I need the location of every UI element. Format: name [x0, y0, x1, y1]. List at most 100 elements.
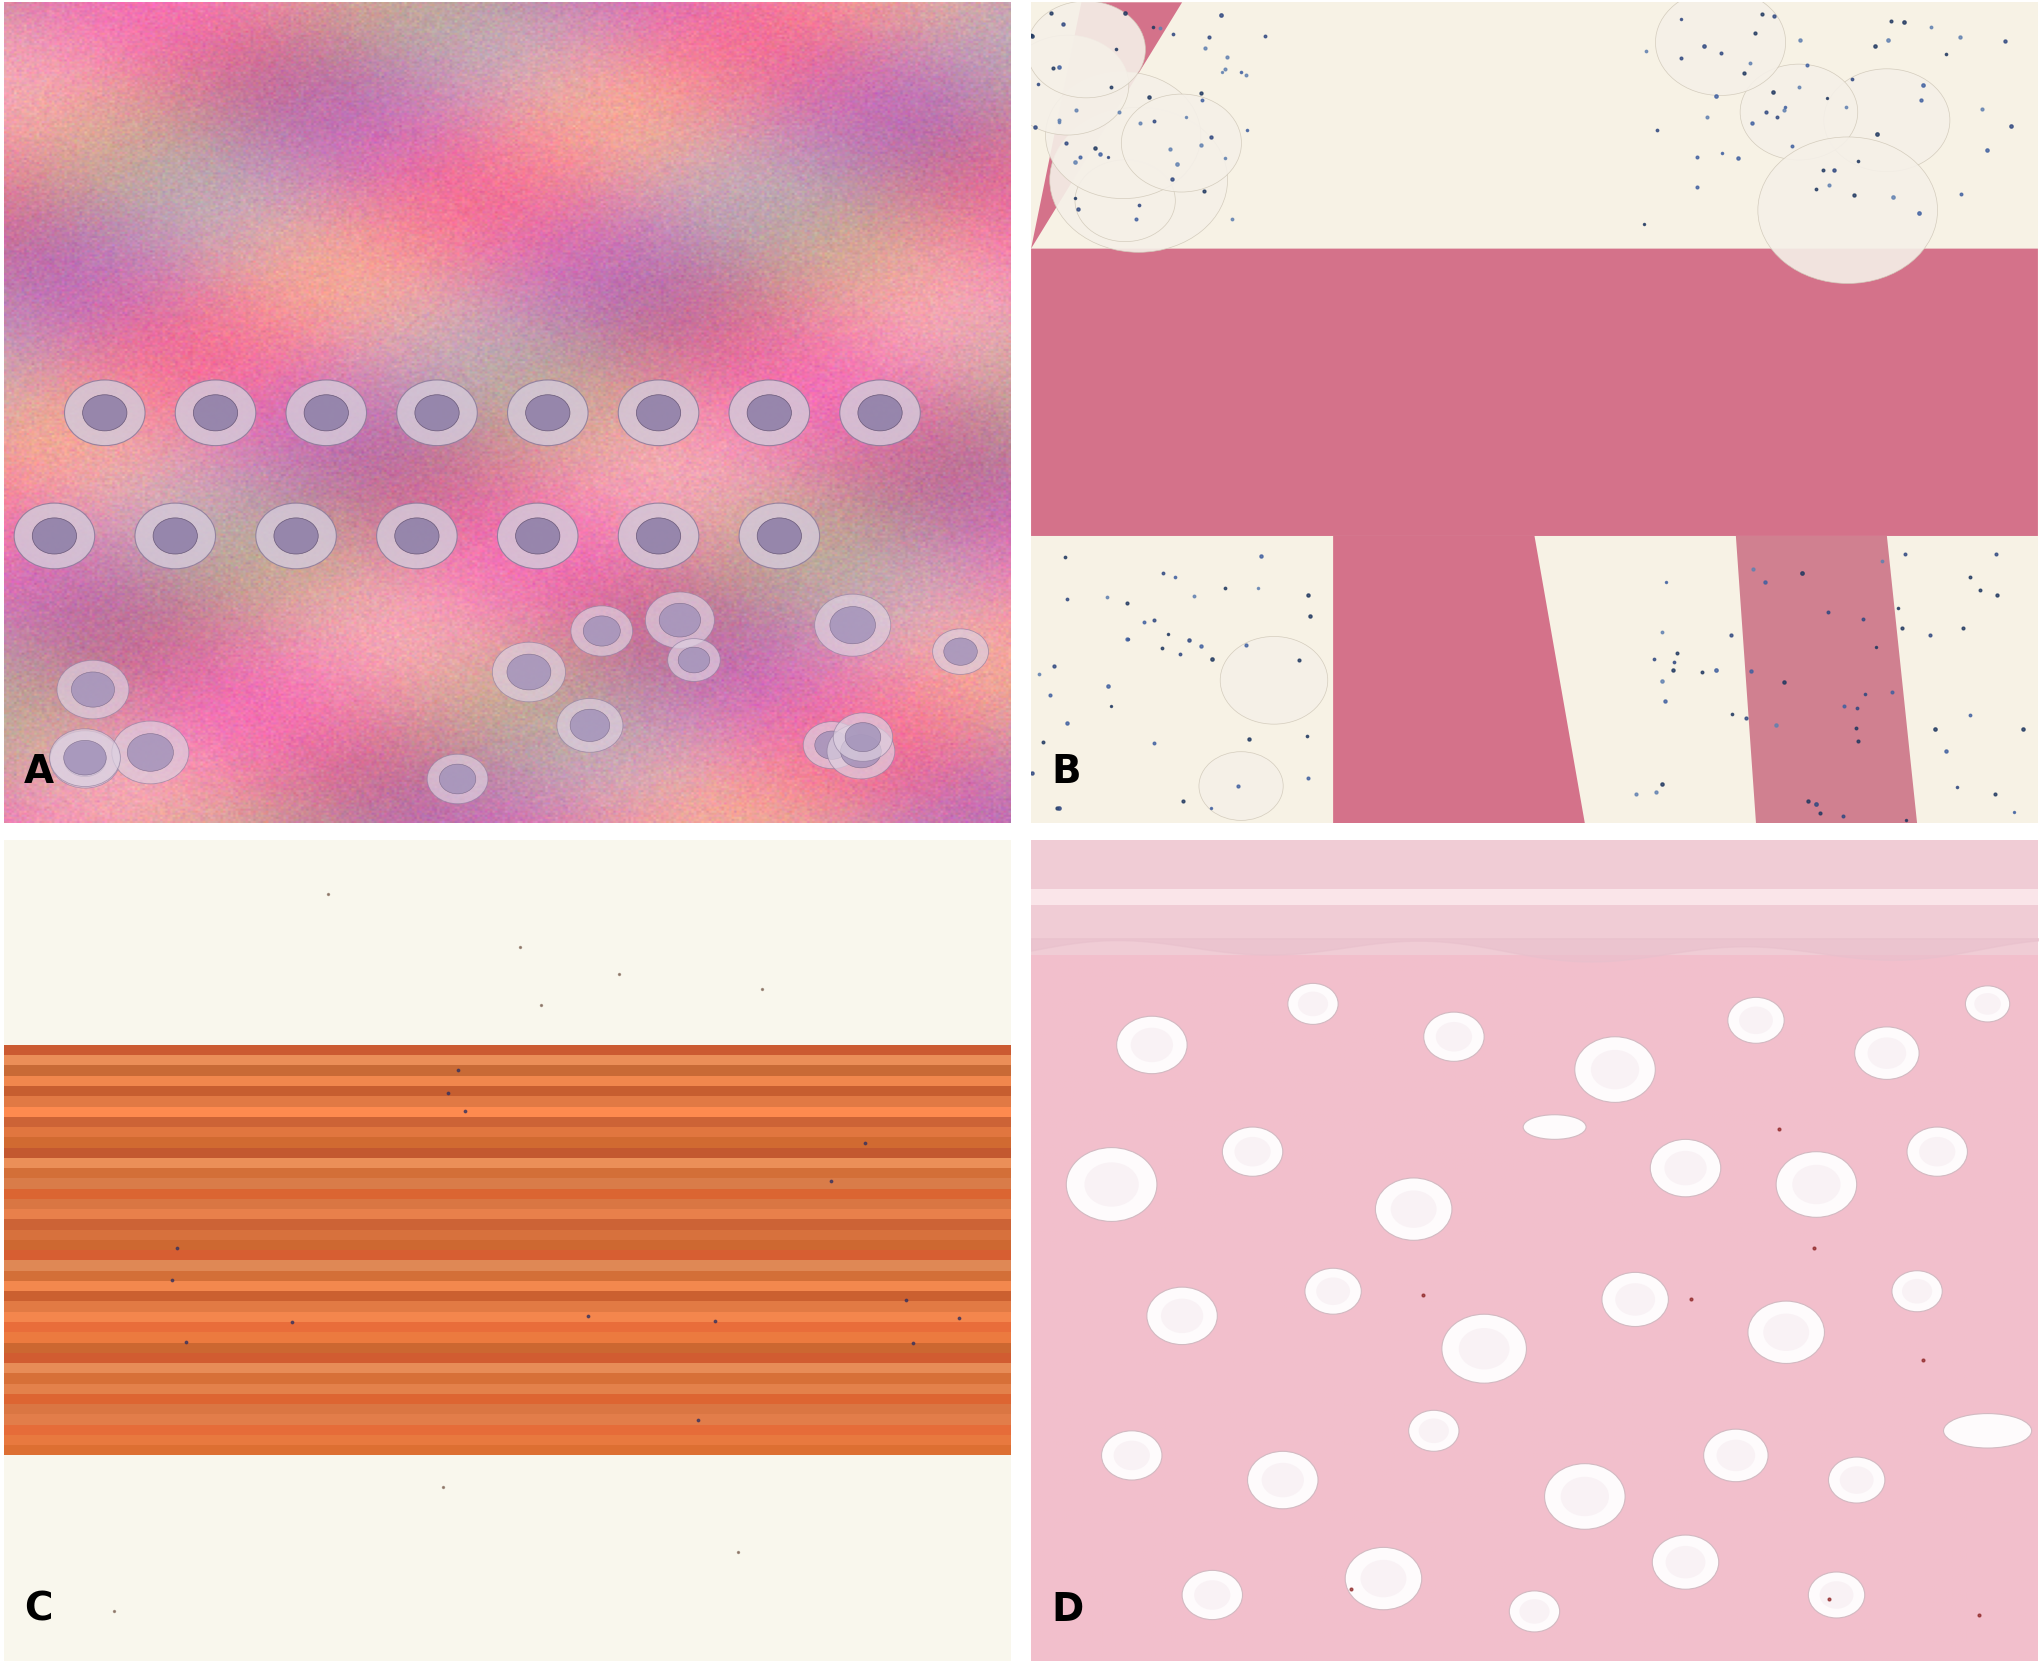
- Circle shape: [729, 381, 809, 446]
- Circle shape: [274, 519, 319, 554]
- Point: [1875, 679, 1907, 706]
- Circle shape: [1317, 1278, 1350, 1305]
- Point: [1640, 118, 1672, 145]
- Point: [1885, 616, 1917, 642]
- Circle shape: [1182, 1571, 1242, 1619]
- Circle shape: [1121, 95, 1242, 193]
- Point: [2007, 716, 2040, 742]
- Text: B: B: [1052, 754, 1080, 790]
- Point: [1052, 711, 1084, 737]
- Point: [1023, 661, 1056, 687]
- Circle shape: [255, 504, 337, 569]
- Point: [1172, 627, 1205, 654]
- Circle shape: [1762, 1315, 1809, 1351]
- Point: [1954, 564, 1987, 591]
- Point: [1195, 647, 1227, 674]
- Circle shape: [525, 396, 570, 431]
- Ellipse shape: [1944, 1414, 2032, 1448]
- Point: [1734, 52, 1766, 78]
- Point: [1762, 1117, 1795, 1143]
- Point: [159, 1235, 192, 1261]
- Bar: [4, 1240, 1011, 1250]
- Point: [1768, 95, 1801, 121]
- Point: [890, 1288, 923, 1315]
- Circle shape: [645, 592, 715, 649]
- Point: [1674, 1286, 1707, 1313]
- Circle shape: [439, 765, 476, 794]
- Point: [1807, 156, 1840, 183]
- Point: [1930, 42, 1962, 68]
- Circle shape: [557, 699, 623, 752]
- Circle shape: [1101, 1431, 1162, 1481]
- Point: [1940, 774, 1973, 800]
- Circle shape: [153, 519, 198, 554]
- Point: [1981, 541, 2013, 567]
- Circle shape: [1717, 1439, 1756, 1471]
- Circle shape: [127, 734, 174, 772]
- Point: [1184, 133, 1217, 160]
- Point: [1944, 25, 1977, 52]
- Point: [1640, 779, 1672, 805]
- Point: [1017, 23, 1050, 50]
- Circle shape: [33, 519, 78, 554]
- Circle shape: [65, 381, 145, 446]
- Circle shape: [194, 396, 237, 431]
- Point: [1064, 145, 1097, 171]
- Bar: [1031, 890, 2038, 905]
- Point: [1119, 206, 1152, 233]
- Circle shape: [1664, 1151, 1707, 1186]
- FancyBboxPatch shape: [1031, 250, 2038, 536]
- Bar: [4, 1363, 1011, 1373]
- Circle shape: [1084, 1163, 1139, 1206]
- Point: [1783, 75, 1815, 102]
- Point: [1058, 186, 1090, 213]
- Bar: [4, 1250, 1011, 1261]
- Point: [1803, 800, 1836, 827]
- Bar: [4, 1373, 1011, 1384]
- Point: [1930, 739, 1962, 765]
- Point: [1103, 100, 1135, 126]
- Point: [155, 1266, 188, 1293]
- Bar: [4, 1117, 1011, 1128]
- Point: [1137, 730, 1170, 757]
- Point: [1015, 760, 1048, 787]
- Point: [1842, 729, 1875, 755]
- Circle shape: [1007, 37, 1129, 136]
- Point: [1656, 657, 1689, 684]
- Point: [1687, 33, 1719, 60]
- Point: [1123, 191, 1156, 218]
- Bar: [4, 1394, 1011, 1404]
- Circle shape: [1299, 992, 1327, 1017]
- Point: [1658, 649, 1691, 676]
- Point: [427, 1474, 459, 1501]
- Point: [1842, 148, 1875, 175]
- Circle shape: [1221, 637, 1327, 726]
- Circle shape: [1854, 1027, 1919, 1080]
- Point: [1137, 108, 1170, 135]
- Point: [1768, 669, 1801, 696]
- Bar: [4, 1434, 1011, 1446]
- Circle shape: [619, 381, 698, 446]
- Circle shape: [739, 504, 819, 569]
- Circle shape: [1652, 1536, 1719, 1589]
- Point: [1248, 23, 1280, 50]
- Point: [1913, 15, 1946, 42]
- Point: [896, 1330, 929, 1356]
- Bar: [4, 1200, 1011, 1210]
- Circle shape: [1603, 1273, 1668, 1326]
- Circle shape: [492, 642, 566, 702]
- Bar: [4, 1128, 1011, 1138]
- Circle shape: [570, 711, 611, 742]
- Point: [312, 882, 345, 909]
- Point: [1768, 98, 1801, 125]
- Circle shape: [1391, 1191, 1438, 1228]
- Point: [1646, 669, 1679, 696]
- Point: [1231, 118, 1264, 145]
- Circle shape: [1235, 1137, 1270, 1166]
- Bar: [4, 1446, 1011, 1456]
- Bar: [4, 1148, 1011, 1158]
- Circle shape: [660, 604, 700, 637]
- Text: A: A: [25, 754, 55, 790]
- Circle shape: [1666, 1546, 1705, 1579]
- Bar: [4, 1323, 1011, 1333]
